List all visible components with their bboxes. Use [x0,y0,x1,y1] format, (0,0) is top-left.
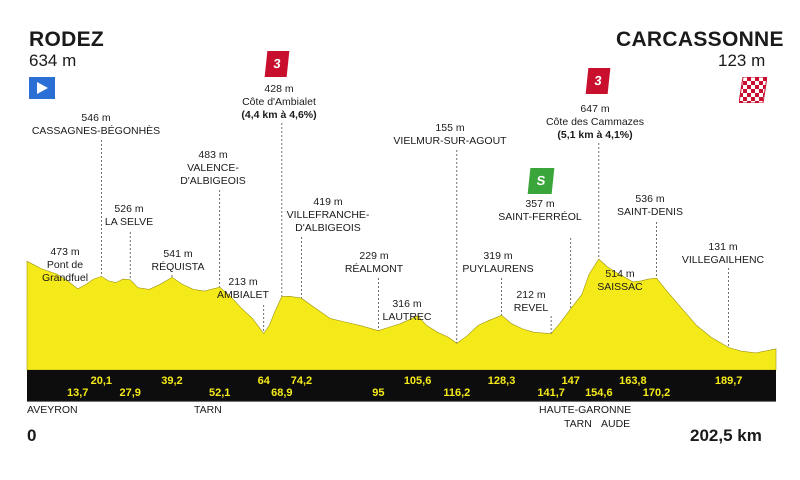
start-flag-icon [29,77,55,99]
label-la-selve: 526 m LA SELVE [104,203,154,228]
region-tarn: TARN [194,404,222,416]
region-tarn: TARN [564,418,592,430]
distance-start: 0 [27,426,37,445]
region-haute-garonne: HAUTE-GARONNE [539,404,632,416]
km-label: 39,2 [161,375,182,387]
km-label: 189,7 [715,375,743,387]
label-cote-dambialet: 428 m Côte d'Ambialet (4,4 km à 4,6%) [241,83,317,121]
km-label: 141,7 [537,387,565,399]
km-label: 154,6 [585,387,613,399]
label-puylaurens: 319 m PUYLAURENS [462,250,534,275]
label-ambialet: 213 m AMBIALET [217,276,269,301]
km-label: 95 [372,387,384,399]
finish-elevation: 123 m [718,51,766,70]
finish-city: CARCASSONNE [616,28,784,51]
intermediate-sprint-icon: S [527,168,555,194]
km-label: 116,2 [443,387,470,399]
label-cassagnes-begonhes: 546 m CASSAGNES-BÉGONHÈS [31,112,161,137]
climb-category-3-icon: 3 [264,51,290,77]
start-city: RODEZ [29,28,104,51]
label-revel: 212 m REVEL [513,289,549,314]
label-valence-dalbigeois: 483 m VALENCE- D'ALBIGEOIS [180,149,246,187]
distance-total: 202,5 km [690,426,762,445]
km-label: 128,3 [488,375,516,387]
climb-category-3-icon: 3 [585,68,611,94]
label-villefranche-dalbigeois: 419 m VILLEFRANCHE- D'ALBIGEOIS [286,196,370,234]
label-saissac: 514 m SAISSAC [597,268,643,293]
label-villegailhenc: 131 m VILLEGAILHENC [681,241,765,266]
start-elevation: 634 m [29,51,77,70]
label-cote-des-cammazes: 647 m Côte des Cammazes (5,1 km à 4,1%) [545,103,645,141]
km-label: 147 [562,375,580,387]
kilometer-bar [27,370,776,401]
label-realmont: 229 m RÉALMONT [344,250,404,275]
label-pont-de-grandfuel: 473 m Pont de Grandfuel [41,246,89,284]
km-label: 20,1 [91,375,112,387]
elevation-profile-area [26,258,777,371]
region-aveyron: AVEYRON [27,404,78,416]
km-label: 27,9 [119,387,140,399]
km-label: 74,2 [291,375,312,387]
region-aude: AUDE [601,418,631,430]
label-saint-ferreol: 357 m SAINT-FERRÉOL [498,198,582,223]
km-label: 163,8 [619,375,647,387]
label-requista: 541 m RÉQUISTA [151,248,205,273]
km-label: 105,6 [404,375,432,387]
km-label: 68,9 [271,387,292,399]
km-label: 52,1 [209,387,230,399]
label-saint-denis: 536 m SAINT-DENIS [617,193,683,218]
finish-flag-icon [738,76,768,104]
km-label: 13,7 [67,387,88,399]
label-vielmur-sur-agout: 155 m VIELMUR-SUR-AGOUT [393,122,507,147]
km-label: 170,2 [643,387,671,399]
km-label: 64 [258,375,271,387]
label-lautrec: 316 m LAUTREC [382,298,432,323]
